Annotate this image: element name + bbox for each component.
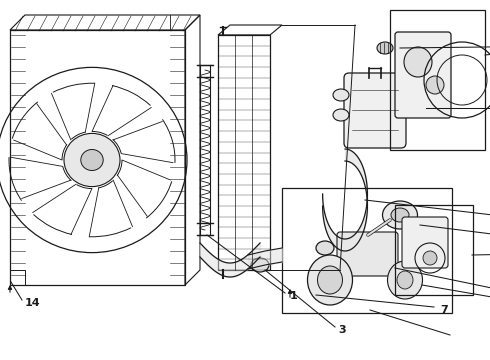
Ellipse shape [333,109,349,121]
Bar [395,205,473,295]
Ellipse shape [333,89,349,101]
Bar [282,188,452,313]
Text: 7: 7 [440,305,448,315]
Ellipse shape [308,255,352,305]
Text: 1: 1 [290,291,298,301]
Ellipse shape [64,134,120,186]
Text: 14: 14 [25,298,41,308]
Bar [390,10,485,150]
Ellipse shape [81,149,103,171]
FancyBboxPatch shape [402,217,448,268]
Ellipse shape [383,201,417,229]
Ellipse shape [251,258,269,272]
Ellipse shape [377,42,393,54]
Ellipse shape [316,241,334,255]
Circle shape [423,251,437,265]
Text: 3: 3 [338,325,345,335]
Ellipse shape [397,271,413,289]
Ellipse shape [426,76,444,94]
Ellipse shape [391,208,409,222]
FancyBboxPatch shape [344,73,406,148]
Ellipse shape [388,261,422,299]
FancyBboxPatch shape [395,32,451,118]
Ellipse shape [318,266,343,294]
FancyBboxPatch shape [337,232,398,276]
Ellipse shape [404,47,432,77]
